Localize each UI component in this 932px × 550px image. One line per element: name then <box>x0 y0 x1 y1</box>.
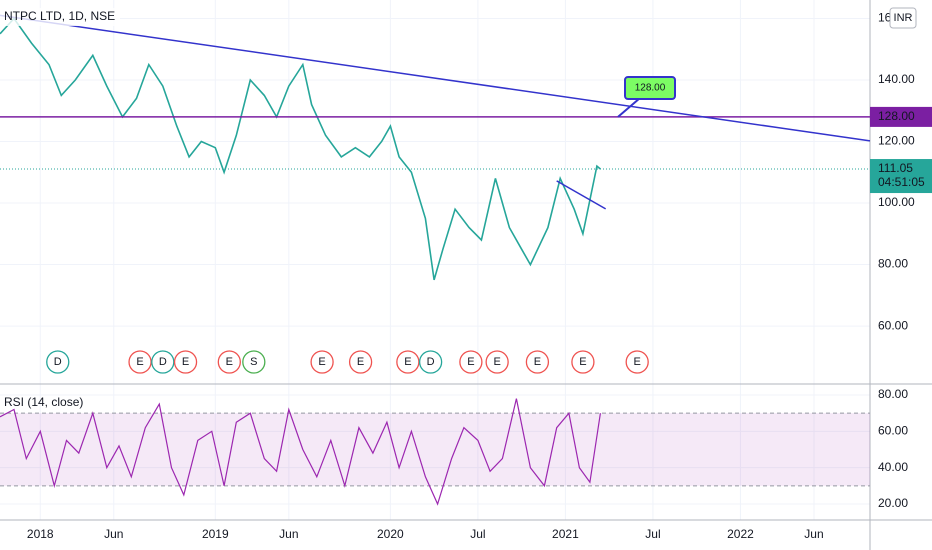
y-tick-label: 140.00 <box>878 72 915 86</box>
event-label[interactable]: D <box>159 356 167 368</box>
x-tick-label: 2019 <box>202 527 229 541</box>
y-tick-label: 100.00 <box>878 195 915 209</box>
event-badge[interactable] <box>242 350 266 374</box>
x-tick-label: Jun <box>279 527 298 541</box>
event-label[interactable]: E <box>467 356 474 368</box>
event-label[interactable]: E <box>182 356 189 368</box>
x-tick-label: 2022 <box>727 527 754 541</box>
y-tick-label: 120.00 <box>878 134 915 148</box>
callout-pointer <box>617 97 641 118</box>
currency-button[interactable] <box>889 7 917 29</box>
rsi-tick-label: 80.00 <box>878 387 908 401</box>
x-tick-label: 2020 <box>377 527 404 541</box>
x-tick-label: Jun <box>804 527 823 541</box>
y-tick-label: 80.00 <box>878 257 908 271</box>
x-tick-label: Jul <box>470 527 485 541</box>
callout-box <box>624 76 676 100</box>
event-badge[interactable] <box>46 350 70 374</box>
event-badge[interactable] <box>173 350 198 374</box>
event-label[interactable]: D <box>427 356 435 368</box>
current-price-label: 111.05 <box>878 161 913 175</box>
rsi-title: RSI (14, close) <box>4 395 83 409</box>
event-label[interactable]: E <box>404 356 411 368</box>
x-tick-label: 2021 <box>552 527 579 541</box>
event-badge[interactable] <box>459 350 483 374</box>
level-axis-box <box>870 106 932 127</box>
rsi-tick-label: 60.00 <box>878 424 908 438</box>
rsi-band-fill <box>0 413 870 486</box>
currency-label[interactable]: INR <box>894 12 913 24</box>
event-label[interactable]: E <box>579 356 586 368</box>
rsi-tick-label: 40.00 <box>878 460 908 474</box>
event-label[interactable]: E <box>493 356 500 368</box>
current-price-box <box>870 159 932 194</box>
event-label[interactable]: D <box>54 356 62 368</box>
event-label[interactable]: E <box>357 356 364 368</box>
y-tick-label: 60.00 <box>878 318 908 332</box>
x-tick-label: 2018 <box>27 527 54 541</box>
rsi-tick-label: 20.00 <box>878 496 908 510</box>
level-axis-label: 128.00 <box>878 109 915 123</box>
event-badge[interactable] <box>625 350 649 374</box>
event-label[interactable]: E <box>534 356 541 368</box>
price-line <box>0 17 601 281</box>
callout-label: 128.00 <box>635 83 666 94</box>
x-tick-label: Jun <box>104 527 123 541</box>
event-badge[interactable] <box>396 350 420 374</box>
trendline <box>0 14 871 142</box>
event-badge[interactable] <box>217 350 241 374</box>
rsi-line <box>0 398 601 506</box>
event-label[interactable]: E <box>634 356 641 368</box>
event-label[interactable]: E <box>136 356 143 368</box>
title-bg <box>0 8 120 26</box>
event-label[interactable]: S <box>250 356 257 368</box>
x-tick-label: Jul <box>645 527 660 541</box>
countdown-label: 04:51:05 <box>878 175 925 189</box>
event-badge[interactable] <box>151 350 175 374</box>
event-badge[interactable] <box>418 350 443 374</box>
event-badge[interactable] <box>310 350 334 374</box>
trendline <box>556 180 607 210</box>
event-label[interactable]: E <box>226 356 233 368</box>
event-badge[interactable] <box>485 350 509 374</box>
chart-title: NTPC LTD, 1D, NSE <box>4 9 115 23</box>
event-badge[interactable] <box>525 350 550 374</box>
event-badge[interactable] <box>128 350 152 374</box>
event-label[interactable]: E <box>318 356 325 368</box>
event-badge[interactable] <box>348 350 373 374</box>
event-badge[interactable] <box>571 350 595 374</box>
